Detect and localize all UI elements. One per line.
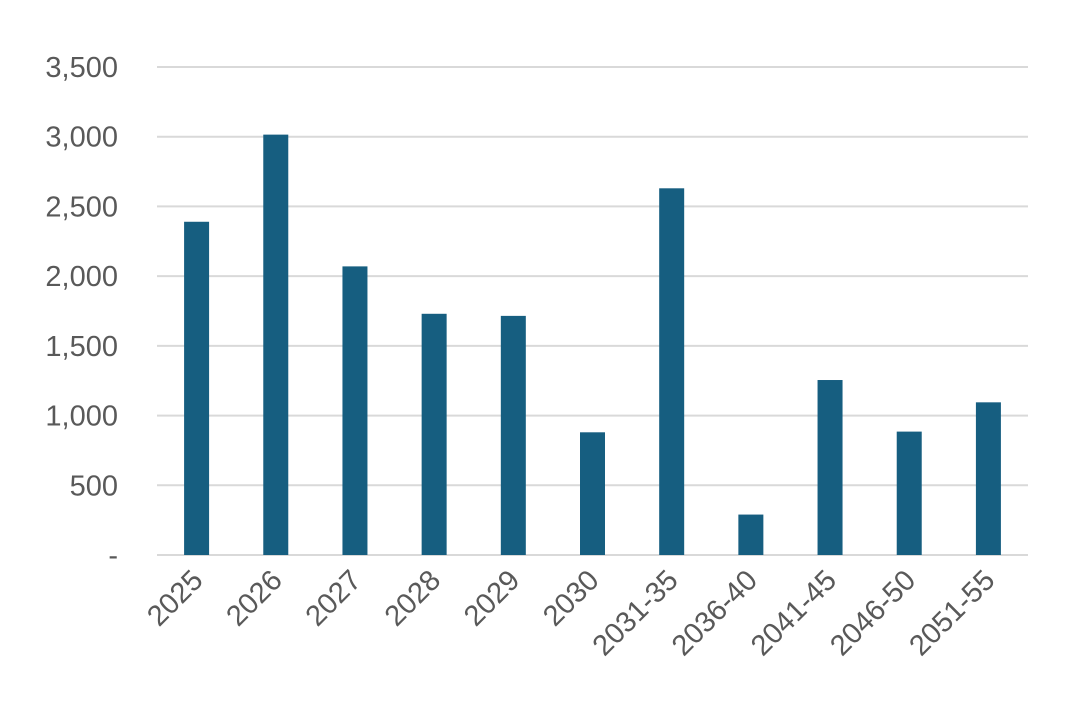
x-tick-label: 2027 [300, 564, 368, 632]
bar-2051-55 [975, 402, 1001, 555]
y-tick-label: 500 [70, 470, 118, 502]
x-tick-label: 2026 [220, 564, 288, 632]
x-tick-label: 2051-55 [903, 564, 1001, 662]
bar-2029 [500, 315, 526, 555]
bar-2025 [184, 221, 210, 555]
x-tick-label: 2031-35 [587, 564, 685, 662]
y-tick-label: 1,500 [45, 331, 118, 363]
bar-2030 [580, 432, 605, 555]
bar-2041-45 [817, 380, 843, 555]
y-tick-label: 2,500 [45, 191, 118, 223]
y-tick-label: - [108, 540, 118, 572]
y-axis-tick-labels: - 500 1,000 1,500 2,000 2,500 3,000 3,500 [45, 52, 118, 572]
x-tick-label: 2030 [537, 564, 605, 632]
x-tick-label: 2025 [141, 564, 209, 632]
x-tick-label: 2041-45 [745, 564, 843, 662]
x-axis-tick-labels: 2025 2026 2027 2028 2029 20302031-352036-4020… [141, 564, 1001, 662]
bar-2028 [421, 313, 447, 555]
bar-2026 [263, 134, 289, 555]
bar-2031-35 [659, 188, 685, 555]
bars [184, 134, 1001, 555]
y-tick-label: 3,500 [45, 52, 118, 84]
y-tick-label: 2,000 [45, 261, 118, 293]
x-tick-label: 2036-40 [666, 564, 764, 662]
bar-2027 [342, 266, 368, 555]
y-tick-label: 1,000 [45, 401, 118, 433]
bar-2036-40 [738, 514, 764, 555]
bar-2046-50 [896, 431, 922, 555]
y-tick-label: 3,000 [45, 122, 118, 154]
x-tick-label: 2029 [458, 564, 526, 632]
x-tick-label: 2028 [379, 564, 447, 632]
x-tick-label: 2046-50 [824, 564, 922, 662]
gridlines [157, 66, 1028, 556]
